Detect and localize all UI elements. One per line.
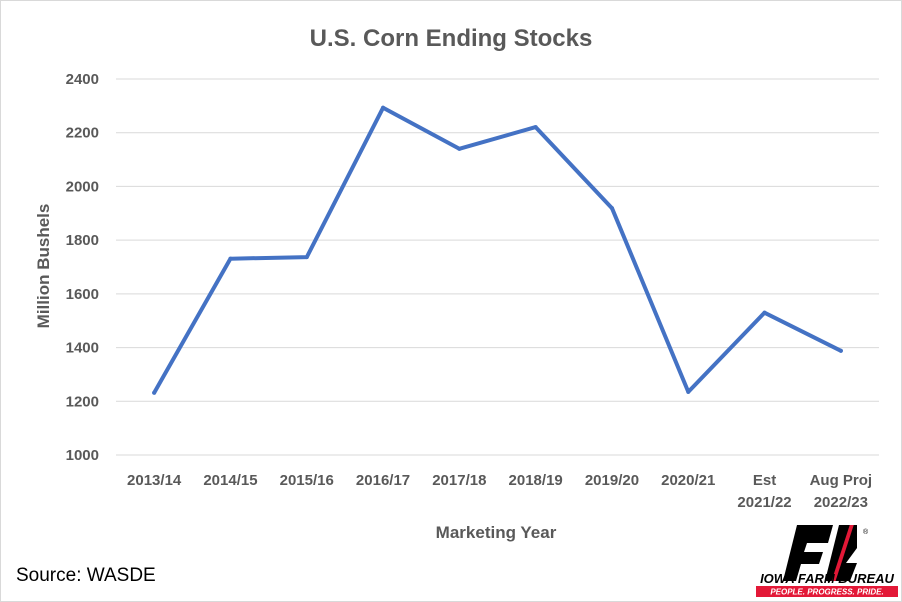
x-tick-label: Aug Proj 2022/23 (810, 472, 873, 511)
y-tick-label: 2400 (66, 71, 99, 88)
fb-monogram-icon (783, 525, 857, 581)
data-point (686, 389, 691, 394)
data-point (762, 310, 767, 315)
y-tick-label: 2000 (66, 178, 99, 195)
series-layer (152, 105, 843, 395)
x-tick-label: 2019/20 (585, 472, 639, 489)
registered-mark: ® (863, 528, 869, 536)
logo-tagline-bar (756, 586, 898, 597)
x-axis-title: Marketing Year (436, 523, 557, 542)
fb-letter-f-icon (783, 525, 833, 581)
data-point (304, 255, 309, 260)
logo-name: IOWA FARM BUREAU (760, 571, 894, 586)
data-point (457, 146, 462, 151)
x-tick-label: 2018/19 (509, 472, 563, 489)
data-point (533, 125, 538, 130)
fb-red-bar-icon (831, 525, 854, 581)
data-point (381, 105, 386, 110)
series-line (152, 105, 843, 395)
x-tick-label: 2016/17 (356, 472, 410, 489)
x-axis-ticks: 2013/14 2014/15 2015/16 2016/17 2017/18 2018/… (127, 472, 872, 511)
y-axis-ticks: 1000 1200 1400 1600 1800 2000 2200 2400 (66, 71, 99, 464)
x-tick-label: Est 2021/22 (737, 472, 791, 511)
x-tick-label: 2013/14 (127, 472, 182, 489)
x-tick-label: 2020/21 (661, 472, 715, 489)
y-tick-label: 1600 (66, 286, 99, 303)
chart-title: U.S. Corn Ending Stocks (310, 25, 593, 52)
x-tick-label: 2017/18 (432, 472, 486, 489)
gridlines (116, 78, 879, 456)
data-point (152, 390, 157, 395)
iowa-farm-bureau-logo: ® IOWA FARM BUREAU PEOPLE. PROGRESS. PRI… (756, 525, 898, 597)
y-tick-label: 1400 (66, 340, 99, 357)
x-tick-label: 2015/16 (280, 472, 334, 489)
data-point (838, 348, 843, 353)
data-point (228, 256, 233, 261)
x-tick-label: 2014/15 (203, 472, 257, 489)
source-note: Source: WASDE (16, 565, 156, 586)
logo-tagline: PEOPLE. PROGRESS. PRIDE. (770, 588, 883, 597)
data-point (609, 206, 614, 211)
y-axis-title: Million Bushels (34, 204, 53, 329)
y-tick-label: 1000 (66, 447, 99, 464)
y-tick-label: 1200 (66, 393, 99, 410)
y-tick-label: 2200 (66, 125, 99, 142)
y-tick-label: 1800 (66, 232, 99, 249)
